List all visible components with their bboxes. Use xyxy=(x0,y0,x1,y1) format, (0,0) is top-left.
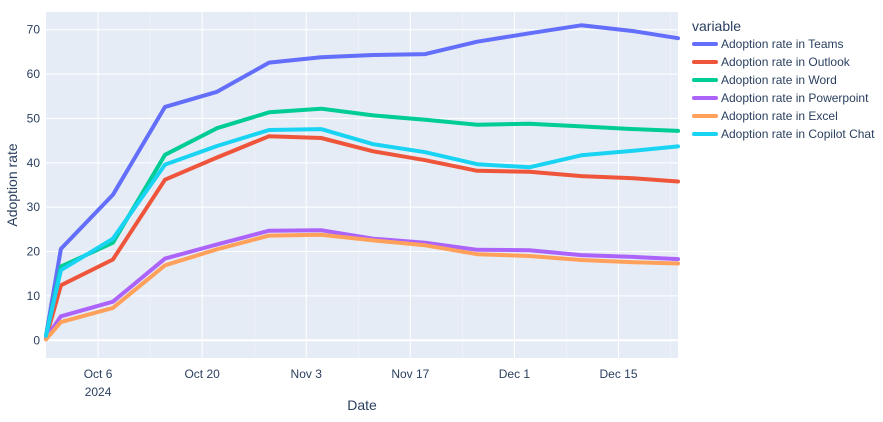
legend-item[interactable]: Adoption rate in Word xyxy=(692,73,837,87)
plot-area xyxy=(46,12,678,358)
y-axis-title: Adoption rate xyxy=(4,143,20,226)
y-tick-label: 10 xyxy=(27,289,41,303)
legend-item[interactable]: Adoption rate in Excel xyxy=(692,109,838,123)
grid-lines xyxy=(46,12,678,358)
series-line-4[interactable] xyxy=(44,228,680,340)
x-tick-label: Dec 15 xyxy=(600,367,638,381)
legend-label: Adoption rate in Copilot Chat xyxy=(721,127,875,141)
x-tick-label: Oct 6 xyxy=(84,367,113,381)
y-tick-label: 0 xyxy=(33,333,40,347)
x-axis-title: Date xyxy=(347,397,377,413)
series-line-2[interactable] xyxy=(44,134,680,340)
y-tick-label: 40 xyxy=(27,156,41,170)
legend-item[interactable]: Adoption rate in Teams xyxy=(692,37,844,51)
y-axis-ticks: 0 10 20 30 40 50 60 70 xyxy=(27,23,41,348)
series-lines xyxy=(44,23,680,342)
legend-label: Adoption rate in Outlook xyxy=(721,55,851,69)
legend-item[interactable]: Adoption rate in Outlook xyxy=(692,55,851,69)
x-tick-label: Dec 1 xyxy=(499,367,531,381)
x-tick-label: Nov 3 xyxy=(291,367,323,381)
y-tick-label: 60 xyxy=(27,67,41,81)
series-line-6[interactable] xyxy=(44,127,680,338)
x-tick-label: Oct 20 xyxy=(184,367,220,381)
y-tick-label: 20 xyxy=(27,245,41,259)
legend-title: variable xyxy=(692,18,741,34)
y-tick-label: 30 xyxy=(27,200,41,214)
x-axis-ticks: Oct 6 2024 Oct 20 Nov 3 Nov 17 Dec 1 Dec 15 xyxy=(84,367,638,399)
y-tick-label: 70 xyxy=(27,23,41,37)
legend-item[interactable]: Adoption rate in Copilot Chat xyxy=(692,127,875,141)
x-tick-sublabel: 2024 xyxy=(85,385,112,399)
x-tick-label: Nov 17 xyxy=(391,367,429,381)
legend-item[interactable]: Adoption rate in Powerpoint xyxy=(692,91,869,105)
legend-label: Adoption rate in Powerpoint xyxy=(721,91,869,105)
y-tick-label: 50 xyxy=(27,111,41,125)
legend-label: Adoption rate in Excel xyxy=(721,109,838,123)
series-line-5[interactable] xyxy=(44,232,680,342)
series-line-1[interactable] xyxy=(44,23,680,338)
legend-label: Adoption rate in Teams xyxy=(721,37,844,51)
legend-label: Adoption rate in Word xyxy=(721,73,837,87)
legend[interactable]: variable Adoption rate in Teams Adoption … xyxy=(692,18,875,141)
